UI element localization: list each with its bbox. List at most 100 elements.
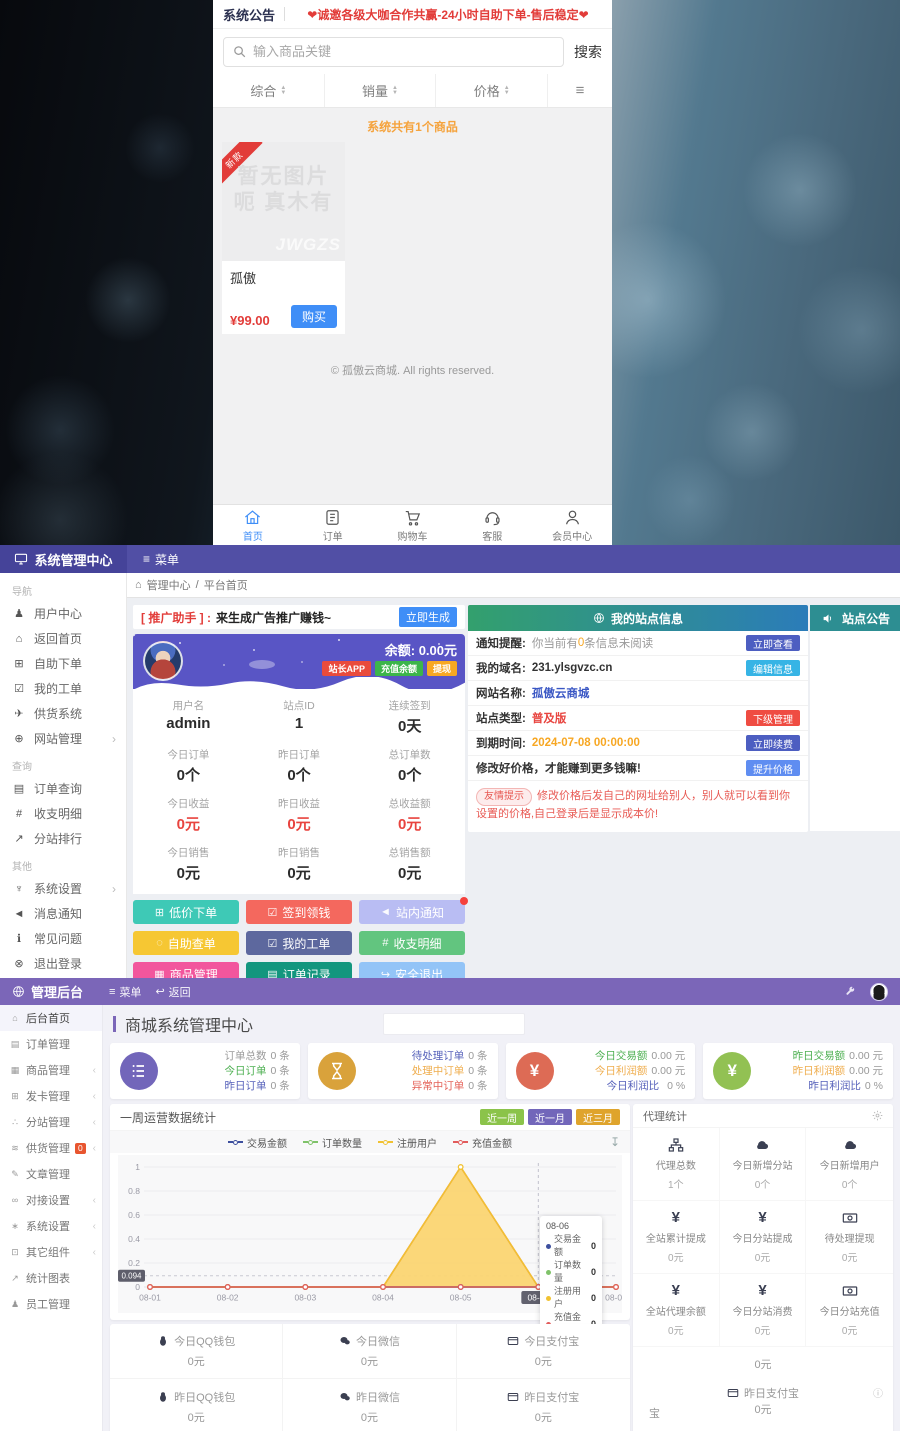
sidebar-item-faq[interactable]: ℹ 常见问题 [0, 926, 126, 951]
legend-users[interactable]: 注册用户 [378, 1135, 437, 1150]
sidebar-item-self-order[interactable]: ⊞ 自助下单 [0, 651, 126, 676]
stat-site-id: 站点ID 1 [283, 700, 315, 732]
sidebar-item-logout[interactable]: ⊗ 退出登录 [0, 951, 126, 976]
sidebar-item-notifications[interactable]: ◄ 消息通知 [13, 907, 83, 921]
list-view-toggle[interactable]: ≡ [548, 74, 612, 107]
box-icon: ▦ [154, 968, 165, 979]
agent-stats-grid: 代理总数 1个 今日新增分站 0个 今日新增用户 0个 ¥ 全站累计提成 0元 ¥ 今日分站… [633, 1128, 893, 1347]
admin1-logo[interactable]: 系统管理中心 [0, 545, 127, 573]
recharge-button[interactable]: 充值余额 [374, 661, 423, 676]
self-query-button[interactable]: ◌ 自助查单 [133, 931, 239, 955]
user-banner: 余额: 0.00元 站长APP 充值余额 提现 [133, 634, 465, 689]
cloud-wave-decoration [134, 677, 465, 689]
goods-manage-button[interactable]: ▦ 商品管理 [133, 962, 239, 978]
withdraw-button[interactable]: 提现 [426, 661, 457, 676]
order-history-button[interactable]: ▤ 订单记录 [246, 962, 352, 978]
sidebar-item-staff-manage[interactable]: ♟ 员工管理 [10, 1298, 70, 1312]
sidebar-item-card-manage[interactable]: ⊞ 发卡管理 ‹ [0, 1083, 102, 1109]
filter-composite[interactable]: 综合 ▲ ▼ [213, 74, 325, 107]
sidebar-item-balance-detail[interactable]: # 收支明细 [0, 801, 126, 826]
nav-cart[interactable]: 购物车 [373, 505, 453, 545]
generate-ad-button[interactable]: 立即生成 [399, 607, 457, 627]
mobile-shop-window: 系统公告 ❤诚邀各级大咖合作共赢-24小时自助下单-售后稳定❤ 搜索 综合▲▼ … [213, 0, 612, 545]
edit-info-button[interactable]: 编辑信息 [746, 660, 800, 676]
monitor-icon [15, 553, 28, 565]
safe-logout-button[interactable]: ↪ 安全退出 [359, 962, 465, 978]
nav-member[interactable]: 会员中心 [532, 505, 612, 545]
product-image-placeholder[interactable]: 新款 暂无图片 呃 真木有 JWGZS [222, 142, 345, 261]
chevron-left-icon: ‹ [92, 1246, 96, 1258]
signout-icon: ↪ [380, 968, 391, 979]
sidebar-item-system-settings[interactable]: ∗ 系统设置 ‹ [0, 1213, 102, 1239]
search-button[interactable]: 搜索 [574, 43, 602, 60]
range-month-button[interactable]: 近一月 [528, 1109, 572, 1125]
avatar[interactable] [143, 641, 183, 681]
admin2-menu-toggle[interactable]: ≡ 菜单 [109, 985, 142, 999]
legend-recharge[interactable]: 充值金额 [453, 1135, 512, 1150]
filter-sales[interactable]: 销量 ▲ ▼ [325, 74, 437, 107]
checkin-money-button[interactable]: ☑ 签到领钱 [246, 900, 352, 924]
renew-button[interactable]: 立即续费 [746, 735, 800, 751]
legend-orders[interactable]: 订单数量 [303, 1135, 362, 1150]
sidebar-item-user-center[interactable]: ♟ 用户中心 [0, 601, 126, 626]
gear-icon: ∗ [11, 1220, 19, 1231]
admin2-logo[interactable]: 管理后台 [0, 982, 95, 1001]
cloud-decoration [249, 660, 275, 669]
sidebar-item-system-settings[interactable]: ♆ 系统设置 › [0, 876, 126, 901]
admin1-menu-toggle[interactable]: ≡ 菜单 [143, 552, 180, 567]
sidebar-item-statistics[interactable]: ↗ 统计图表 [0, 1265, 102, 1291]
nav-home[interactable]: 首页 [213, 505, 293, 545]
nav-orders[interactable]: 订单 [293, 505, 373, 545]
sidebar-item-back-home[interactable]: ⌂ 返回首页 [0, 626, 126, 651]
buy-button[interactable]: 购买 [290, 305, 337, 328]
admin2-back-button[interactable]: ↩ 返回 [155, 986, 191, 999]
sidebar-item-goods-manage[interactable]: ▦ 商品管理 ‹ [10, 1064, 96, 1078]
range-quarter-button[interactable]: 近三月 [576, 1109, 620, 1125]
sidebar-item-api-settings[interactable]: ∞ 对接设置 ‹ [0, 1187, 102, 1213]
toolbar-search-input[interactable] [383, 1013, 525, 1035]
sidebar-item-supply-manage[interactable]: ≋ 供货管理 0 ‹ [0, 1135, 102, 1161]
search-input-wrap[interactable] [223, 36, 564, 67]
sidebar-item-backend-home[interactable]: ⌂ 后台首页 [0, 1005, 102, 1031]
sidebar-item-substation-manage[interactable]: ∴ 分站管理 ‹ [0, 1109, 102, 1135]
sidebar-item-my-tickets[interactable]: ☑ 我的工单 [0, 676, 126, 701]
site-notice-button[interactable]: ◄ 站内通知 [359, 897, 468, 924]
filter-tabs: 综合 ▲ ▼ 销量 ▲ ▼ 价格 ▲ ▼ ≡ [213, 74, 612, 108]
sidebar-item-supply[interactable]: ✈ 供货系统 [0, 701, 126, 726]
filter-price[interactable]: 价格 ▲ ▼ [436, 74, 549, 107]
low-price-order-button[interactable]: ⊞ 低价下单 [133, 900, 239, 924]
sort-icon: ▲ ▼ [392, 84, 398, 96]
sidebar-item-order-query[interactable]: ▤ 订单查询 [13, 782, 83, 796]
nav-service[interactable]: 客服 [452, 505, 532, 545]
raise-price-button[interactable]: 提升价格 [746, 760, 800, 776]
sitemap-icon: ∴ [12, 1116, 18, 1127]
svg-text:0.6: 0.6 [128, 1210, 140, 1220]
cloud-icon [757, 1141, 769, 1150]
yen-icon: ¥ [671, 1282, 680, 1299]
sidebar-section-label: 查询 [12, 762, 32, 773]
breadcrumb-root[interactable]: 管理中心 [146, 580, 191, 592]
download-icon[interactable]: ↧ [609, 1135, 620, 1149]
sidebar-item-order-manage[interactable]: ▤ 订单管理 [10, 1038, 70, 1052]
search-input[interactable] [253, 44, 555, 59]
sub-manage-button[interactable]: 下级管理 [746, 710, 800, 726]
my-tickets-button[interactable]: ☑ 我的工单 [246, 931, 352, 955]
svg-text:08-02: 08-02 [217, 1293, 239, 1303]
range-week-button[interactable]: 近一周 [480, 1109, 524, 1125]
webmaster-app-button[interactable]: 站长APP [322, 661, 371, 676]
view-now-button[interactable]: 立即查看 [746, 635, 800, 651]
area-chart[interactable]: 0 0.2 0.4 0.6 0.8 1 08-01 08-02 08-03 08-04 08-05 0… [118, 1155, 622, 1313]
gear-icon[interactable] [872, 1110, 883, 1121]
wrench-icon[interactable] [844, 986, 856, 998]
legend-trade[interactable]: 交易金额 [228, 1135, 287, 1150]
balance-detail-button[interactable]: # 收支明细 [359, 931, 465, 955]
sidebar-item-components[interactable]: ⊡ 其它组件 ‹ [0, 1239, 102, 1265]
sidebar-item-site-manage[interactable]: ⊕ 网站管理 › [0, 726, 126, 751]
sidebar-item-article-manage[interactable]: ✎ 文章管理 [0, 1161, 102, 1187]
product-card[interactable]: 孤傲 ¥99.00 购买 [222, 261, 345, 334]
qq-avatar[interactable] [870, 982, 888, 1001]
info-row-domain: 我的域名: 231.ylsgvzc.cn 编辑信息 [468, 656, 808, 681]
product-price: ¥99.00 [230, 313, 270, 328]
sidebar-item-ranking[interactable]: ↗ 分站排行 [0, 826, 126, 851]
